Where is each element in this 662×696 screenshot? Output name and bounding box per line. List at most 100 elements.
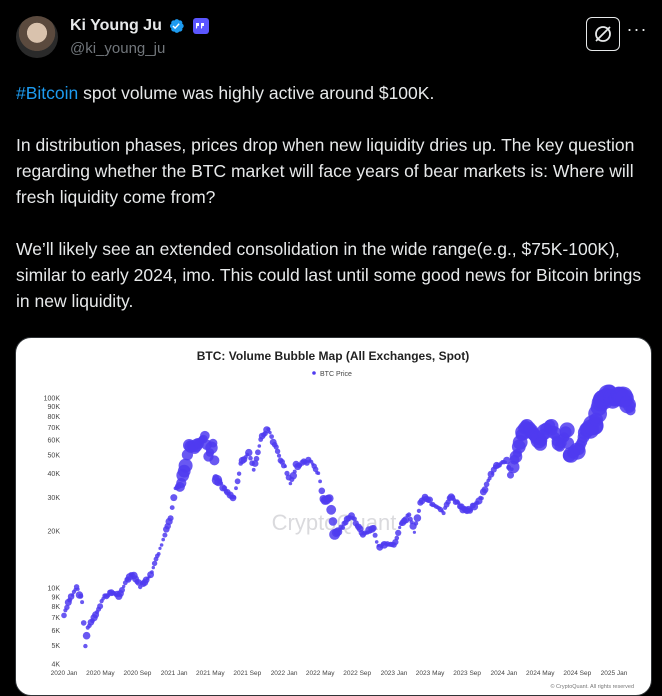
price-bubble xyxy=(208,438,218,448)
tweet-line-1: spot volume was highly active around $10… xyxy=(78,83,435,103)
price-bubble xyxy=(392,539,399,546)
price-bubble xyxy=(276,453,282,458)
price-bubble xyxy=(151,565,155,570)
price-bubble xyxy=(292,469,297,474)
price-bubble xyxy=(255,449,261,456)
y-tick-label: 50K xyxy=(48,453,61,460)
price-bubble xyxy=(232,495,237,499)
price-bubble xyxy=(64,604,70,611)
chart-image-card[interactable]: BTC: Volume Bubble Map (All Exchanges, S… xyxy=(15,337,652,696)
legend-label: BTC Price xyxy=(320,371,352,378)
x-tick-label: 2023 May xyxy=(416,670,445,677)
y-tick-label: 8K xyxy=(51,604,60,611)
price-bubble xyxy=(61,612,67,619)
author-handle[interactable]: @ki_young_ju xyxy=(70,40,166,57)
price-bubble xyxy=(78,593,84,599)
grok-icon xyxy=(595,26,611,42)
price-bubble xyxy=(219,481,224,486)
price-bubble xyxy=(200,430,210,441)
y-tick-label: 20K xyxy=(48,528,61,535)
price-bubble xyxy=(503,456,511,465)
price-bubble xyxy=(507,471,514,479)
price-bubble xyxy=(326,504,337,515)
price-bubble xyxy=(167,515,174,522)
author-name[interactable]: Ki Young Ju xyxy=(70,17,162,34)
price-bubble xyxy=(412,530,416,534)
price-bubble xyxy=(328,517,338,526)
y-tick-label: 5K xyxy=(51,643,60,650)
y-tick-label: 40K xyxy=(48,471,61,478)
grok-button[interactable] xyxy=(586,17,620,51)
price-bubble xyxy=(97,603,104,610)
price-bubble xyxy=(178,458,193,473)
x-tick-label: 2020 Sep xyxy=(124,670,152,677)
tweet-paragraph-3: We’ll likely see an extended consolidati… xyxy=(16,239,642,311)
price-bubble xyxy=(248,455,253,461)
avatar[interactable] xyxy=(16,16,58,58)
chart-footer: © CryptoQuant. All rights reserved xyxy=(550,683,634,690)
price-bubble xyxy=(234,486,238,491)
price-bubble xyxy=(490,471,494,475)
chart-title: BTC: Volume Bubble Map (All Exchanges, S… xyxy=(197,349,469,363)
price-bubble xyxy=(82,631,91,640)
price-bubble xyxy=(625,405,636,416)
price-bubble xyxy=(151,560,158,567)
price-bubble xyxy=(80,600,85,605)
price-bubble xyxy=(340,525,346,530)
x-axis: 2020 Jan 2020 May 2020 Sep 2021 Jan 2021 May… xyxy=(51,670,628,677)
price-bubble xyxy=(162,532,168,538)
x-tick-label: 2022 May xyxy=(306,670,335,677)
x-tick-label: 2020 May xyxy=(86,670,115,677)
price-bubble xyxy=(209,455,220,466)
price-bubble xyxy=(370,524,377,532)
x-tick-label: 2021 Sep xyxy=(233,670,261,677)
price-bubble xyxy=(481,486,489,494)
x-tick-label: 2024 Jan xyxy=(490,670,517,677)
legend-marker xyxy=(312,371,316,375)
more-icon: ··· xyxy=(626,19,648,39)
price-bubble xyxy=(161,537,165,542)
price-bubble xyxy=(318,479,322,484)
price-bubble xyxy=(251,460,259,467)
hashtag-link[interactable]: #Bitcoin xyxy=(16,83,79,103)
price-bubble xyxy=(441,511,446,516)
y-tick-label: 60K xyxy=(48,438,61,445)
price-bubble xyxy=(80,620,87,626)
x-tick-label: 2025 Jan xyxy=(601,670,628,677)
price-bubble xyxy=(374,540,379,544)
x-tick-label: 2021 May xyxy=(196,670,225,677)
y-tick-label: 9K xyxy=(51,594,60,601)
price-bubble xyxy=(316,471,321,475)
price-bubble xyxy=(274,448,281,454)
price-bubble xyxy=(234,478,241,485)
price-series xyxy=(61,384,636,649)
x-tick-label: 2022 Jan xyxy=(271,670,298,677)
price-bubble xyxy=(325,494,334,503)
price-bubble xyxy=(245,448,253,457)
y-tick-label: 4K xyxy=(51,662,60,669)
price-bubble xyxy=(413,514,422,522)
affiliate-badge-icon[interactable] xyxy=(192,18,209,34)
price-bubble xyxy=(170,494,178,502)
y-tick-label: 6K xyxy=(51,628,60,635)
x-tick-label: 2023 Jan xyxy=(381,670,408,677)
y-tick-label: 80K xyxy=(48,414,61,421)
price-bubble xyxy=(159,543,164,547)
price-bubble xyxy=(406,512,412,517)
y-tick-label: 10K xyxy=(48,586,61,593)
y-tick-label: 30K xyxy=(48,495,61,502)
price-bubble xyxy=(273,444,279,450)
price-bubble xyxy=(76,587,80,591)
price-bubble xyxy=(251,467,256,472)
x-tick-label: 2023 Sep xyxy=(453,670,481,677)
tweet-paragraph-2: In distribution phases, prices drop when… xyxy=(16,135,635,207)
more-button[interactable]: ··· xyxy=(625,20,649,43)
author-name-row: Ki Young Ju xyxy=(70,17,209,35)
price-bubble xyxy=(122,584,126,589)
price-bubble xyxy=(395,529,402,536)
y-tick-label: 90K xyxy=(48,404,61,411)
price-bubble xyxy=(398,525,402,530)
price-bubble xyxy=(253,455,260,462)
y-tick-label: 100K xyxy=(44,395,61,402)
